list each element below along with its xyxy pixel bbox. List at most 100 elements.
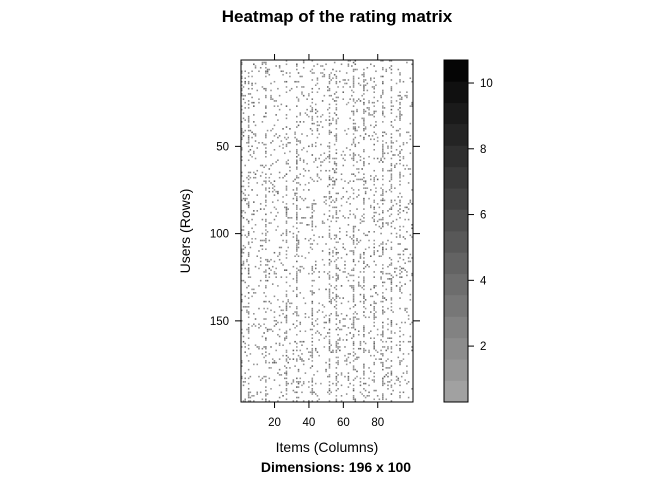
- heatmap-cell: [328, 346, 331, 348]
- heatmap-cell: [363, 110, 365, 113]
- heatmap-cell: [323, 213, 326, 216]
- heatmap-cell: [265, 201, 267, 203]
- heatmap-cell: [292, 379, 295, 381]
- heatmap-cell: [314, 112, 317, 114]
- heatmap-cell: [311, 79, 314, 81]
- heatmap-cell: [382, 311, 384, 313]
- heatmap-cell: [335, 264, 338, 266]
- heatmap-cell: [296, 206, 298, 209]
- heatmap-cell: [296, 159, 298, 162]
- heatmap-cell: [352, 299, 355, 301]
- heatmap-cell: [342, 339, 345, 341]
- heatmap-cell: [382, 121, 384, 123]
- heatmap-cell: [302, 189, 305, 191]
- heatmap-cell: [337, 342, 339, 345]
- heatmap-cell: [265, 133, 267, 135]
- heatmap-cell: [363, 367, 365, 369]
- heatmap-cell: [347, 182, 350, 184]
- heatmap-cell: [285, 253, 288, 256]
- heatmap-cell: [399, 363, 401, 366]
- heatmap-cell: [344, 318, 346, 320]
- heatmap-cell: [285, 293, 288, 296]
- heatmap-cell: [382, 340, 384, 343]
- heatmap-cell: [320, 169, 322, 172]
- heatmap-cell: [278, 328, 281, 331]
- heatmap-cell: [242, 381, 245, 383]
- heatmap-cell: [382, 168, 384, 170]
- heatmap-cell: [347, 379, 350, 381]
- heatmap-cell: [247, 150, 250, 153]
- heatmap-cell: [373, 300, 375, 303]
- heatmap-cell: [349, 117, 351, 120]
- heatmap-cell: [380, 75, 382, 78]
- heatmap-cell: [311, 388, 314, 390]
- heatmap-cell: [265, 189, 267, 191]
- heatmap-cell: [253, 400, 255, 402]
- heatmap-cell: [318, 398, 320, 401]
- heatmap-cell: [342, 86, 345, 88]
- heatmap-cell: [373, 346, 375, 348]
- heatmap-cell: [387, 381, 389, 383]
- heatmap-cell: [265, 135, 267, 137]
- heatmap-cell: [332, 351, 334, 353]
- heatmap-cell: [335, 75, 338, 78]
- heatmap-cell: [382, 365, 384, 367]
- heatmap-cell: [337, 274, 339, 277]
- heatmap-cell: [289, 302, 291, 305]
- heatmap-cell: [318, 124, 320, 127]
- heatmap-cell: [247, 344, 250, 346]
- heatmap-cell: [380, 194, 382, 196]
- heatmap-cell: [345, 360, 348, 362]
- heatmap-cell: [363, 314, 365, 317]
- heatmap-cell: [273, 180, 276, 182]
- heatmap-cell: [337, 295, 339, 298]
- heatmap-cell: [282, 196, 284, 198]
- heatmap-cell: [370, 79, 372, 81]
- heatmap-cell: [406, 365, 408, 367]
- heatmap-cell: [375, 211, 377, 214]
- heatmap-cell: [352, 395, 355, 397]
- heatmap-cell: [311, 344, 314, 346]
- heatmap-cell: [333, 286, 336, 289]
- heatmap-cell: [265, 389, 267, 392]
- heatmap-cell: [311, 302, 314, 305]
- heatmap-cell: [352, 258, 355, 261]
- heatmap-cell: [261, 86, 264, 88]
- heatmap-cell: [380, 271, 382, 273]
- heatmap-cell: [296, 121, 298, 123]
- heatmap-cell: [284, 372, 286, 374]
- heatmap-cell: [328, 155, 331, 158]
- heatmap-cell: [309, 391, 312, 394]
- heatmap-cell: [289, 150, 291, 153]
- heatmap-cell: [244, 189, 246, 191]
- heatmap-cell: [352, 189, 355, 191]
- heatmap-cell: [251, 241, 253, 244]
- heatmap-cell: [390, 281, 393, 284]
- heatmap-cell: [402, 253, 405, 256]
- heatmap-cell: [246, 218, 248, 221]
- heatmap-cell: [251, 101, 253, 104]
- heatmap-cell: [249, 400, 252, 402]
- heatmap-cell: [332, 297, 334, 299]
- heatmap-cell: [265, 276, 267, 278]
- heatmap-cell: [387, 388, 389, 390]
- heatmap-cell: [363, 103, 365, 106]
- heatmap-cell: [285, 335, 288, 338]
- heatmap-cell: [390, 199, 393, 202]
- heatmap-cell: [339, 349, 341, 352]
- heatmap-cell: [299, 157, 302, 160]
- heatmap-cell: [292, 236, 295, 238]
- heatmap-cell: [285, 145, 288, 148]
- heatmap-cell: [270, 89, 272, 92]
- heatmap-cell: [311, 300, 314, 303]
- heatmap-cell: [328, 107, 331, 109]
- heatmap-cell: [254, 224, 257, 226]
- heatmap-cell: [241, 229, 243, 231]
- heatmap-cell: [244, 381, 246, 383]
- heatmap-cell: [335, 288, 338, 291]
- heatmap-cell: [285, 306, 288, 308]
- heatmap-cell: [247, 159, 250, 162]
- heatmap-cell: [335, 162, 338, 165]
- heatmap-cell: [265, 285, 267, 287]
- heatmap-cell: [342, 297, 345, 299]
